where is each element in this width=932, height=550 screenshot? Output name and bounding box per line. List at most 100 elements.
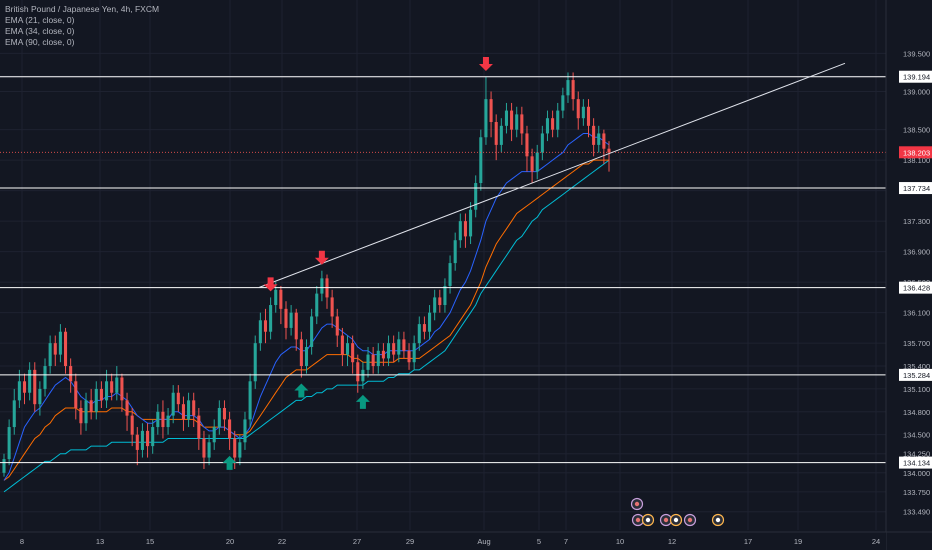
candle <box>376 343 380 374</box>
buy-arrow-icon <box>294 383 309 398</box>
candle <box>581 99 585 126</box>
time-tick-label: 24 <box>872 537 880 546</box>
candle <box>530 148 534 184</box>
candle <box>484 77 488 145</box>
time-tick-label: 10 <box>616 537 624 546</box>
candle <box>586 99 591 138</box>
event-flag-icon[interactable] <box>683 513 697 527</box>
candle <box>228 411 232 450</box>
time-tick-label: 20 <box>226 537 234 546</box>
time-tick-label: 19 <box>794 537 802 546</box>
candle <box>289 305 293 336</box>
candle <box>2 453 6 477</box>
sell-arrow-icon <box>314 250 329 265</box>
candle <box>392 335 396 363</box>
candle <box>135 427 139 466</box>
candle <box>192 392 196 428</box>
buy-arrow-icon <box>222 455 237 470</box>
candle <box>58 324 62 363</box>
candle <box>510 102 514 142</box>
event-flag-icon[interactable] <box>630 497 644 511</box>
candle <box>479 129 483 191</box>
candle <box>140 423 144 458</box>
candle <box>345 335 350 367</box>
price-tick-label: 138.100 <box>903 156 930 165</box>
candle <box>217 400 221 435</box>
price-tick-label: 133.750 <box>903 488 930 497</box>
legend-title: British Pound / Japanese Yen, 4h, FXCM <box>5 4 160 14</box>
candle <box>53 335 57 367</box>
candle <box>120 373 124 412</box>
candle <box>238 434 242 466</box>
event-flag-icon[interactable] <box>631 513 645 527</box>
candle <box>48 335 52 374</box>
trendline-segment[interactable] <box>258 62 846 288</box>
svg-text:137.734: 137.734 <box>903 184 930 193</box>
candle <box>561 87 565 119</box>
time-axis[interactable]: 8 13 15 20 22 27 29 Aug 5 7 10 12 17 19 24 <box>0 531 932 550</box>
price-tick-label: 136.100 <box>903 309 930 318</box>
candle <box>69 358 73 393</box>
candle <box>566 72 570 103</box>
candle <box>43 358 47 397</box>
candle <box>428 305 432 340</box>
candle <box>38 381 42 416</box>
candle <box>504 102 508 134</box>
candle <box>176 385 180 412</box>
candle <box>156 404 160 435</box>
event-warning-icon[interactable] <box>669 513 683 527</box>
signal-markers <box>222 57 493 470</box>
candle <box>340 327 344 367</box>
time-tick-label: 5 <box>537 537 541 546</box>
candle <box>386 335 391 367</box>
candle <box>197 407 201 450</box>
candle <box>130 407 134 447</box>
time-tick-label: Aug <box>477 537 490 546</box>
time-tick-label: 12 <box>668 537 676 546</box>
candles <box>2 72 611 477</box>
event-flag-icon[interactable] <box>659 513 673 527</box>
candle <box>248 373 252 428</box>
time-tick-label: 22 <box>278 537 286 546</box>
legend-ema-21[interactable]: EMA (21, close, 0) <box>5 15 75 25</box>
time-tick-label: 27 <box>353 537 361 546</box>
event-warning-icon[interactable] <box>711 513 725 527</box>
candle <box>74 373 78 420</box>
candle <box>28 362 32 401</box>
candle <box>351 335 355 374</box>
event-warning-icon[interactable] <box>641 513 655 527</box>
event-icons[interactable] <box>630 497 725 527</box>
candle <box>171 385 175 424</box>
legend-ema-34[interactable]: EMA (34, close, 0) <box>5 26 75 36</box>
price-tick-label: 137.300 <box>903 217 930 226</box>
legend-ema-90[interactable]: EMA (90, close, 0) <box>5 37 75 47</box>
candle <box>207 434 211 466</box>
candle <box>556 102 560 138</box>
candle <box>469 202 473 245</box>
price-axis[interactable]: 133.490 133.750 134.000 134.250 134.500 134.8… <box>885 0 932 550</box>
candle <box>366 346 370 378</box>
candle <box>258 312 262 351</box>
svg-text:136.428: 136.428 <box>903 284 930 293</box>
price-tick-label: 134.250 <box>903 450 930 459</box>
candle <box>151 419 155 454</box>
trendline[interactable] <box>258 62 846 288</box>
price-tick-label: 134.800 <box>903 408 930 417</box>
candle <box>515 106 519 138</box>
candle <box>94 381 98 420</box>
price-tick-label: 139.500 <box>903 49 930 58</box>
candle <box>125 392 129 431</box>
candle <box>253 335 257 389</box>
candle <box>99 381 103 408</box>
candle <box>22 373 27 405</box>
svg-text:138.203: 138.203 <box>903 148 930 157</box>
price-tick-label: 134.000 <box>903 469 930 478</box>
candle <box>310 308 314 355</box>
candle <box>84 392 88 431</box>
price-tick-label: 133.490 <box>903 508 930 517</box>
candle <box>607 141 611 172</box>
svg-text:135.284: 135.284 <box>903 371 930 380</box>
level-label: 136.428 <box>899 281 932 294</box>
candle <box>438 289 442 313</box>
